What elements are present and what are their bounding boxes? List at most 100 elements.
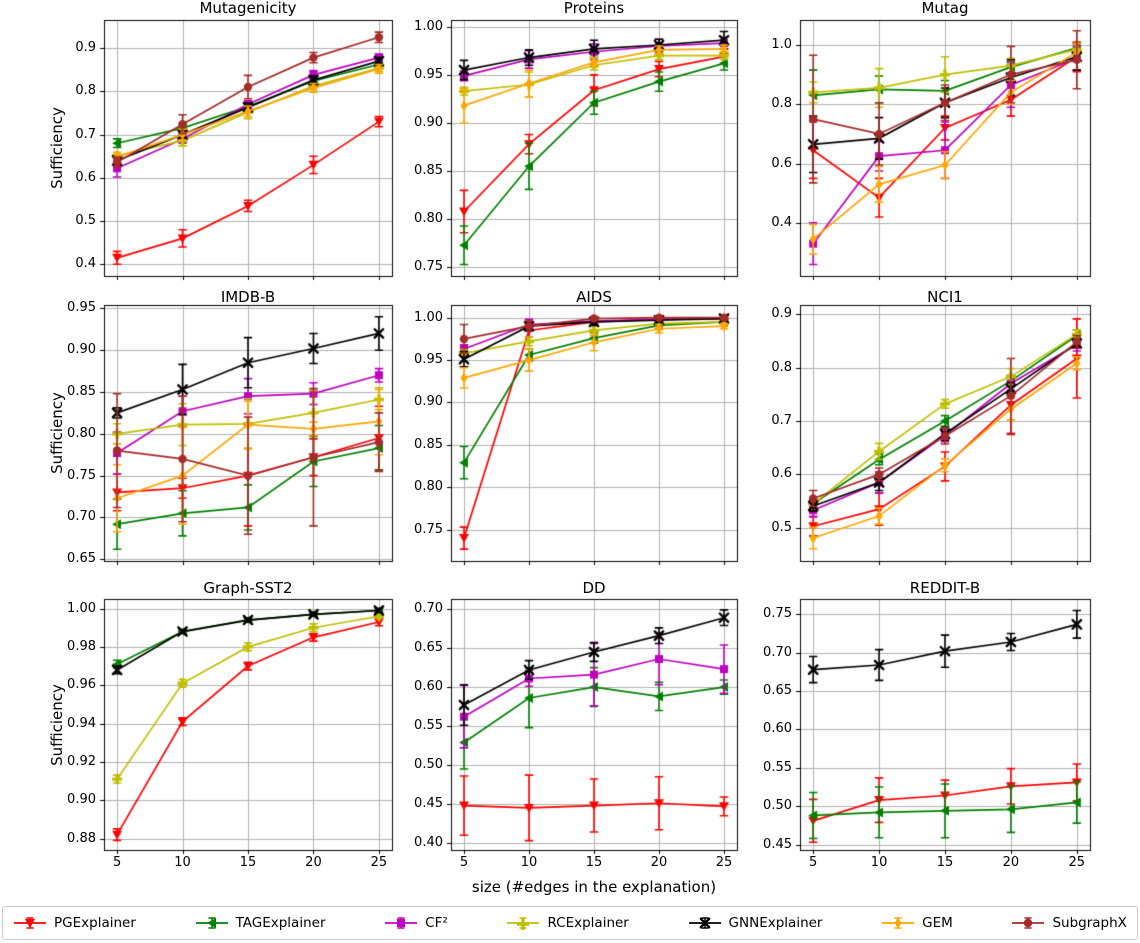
y-tick-label: 0.8: [771, 359, 792, 375]
y-tick-label: 0.90: [414, 394, 443, 410]
y-tick-label: 0.95: [67, 300, 96, 316]
subplot-title: NCI1: [927, 288, 963, 306]
tagexplainer-legend-marker-icon: [195, 917, 228, 929]
y-tick-label: 0.4: [771, 214, 792, 230]
x-tick-label: 10: [870, 855, 888, 870]
subplot-title: Proteins: [563, 0, 625, 17]
y-tick-label: 0.70: [763, 644, 792, 660]
legend-item-subgraphx: SubgraphX: [1011, 915, 1127, 931]
x-tick-label: 10: [520, 855, 538, 870]
y-tick-label: 0.6: [771, 155, 792, 171]
y-tick-label: 1.00: [67, 600, 96, 616]
y-tick-label: 0.4: [75, 256, 96, 272]
y-tick-label: 0.80: [414, 479, 443, 495]
y-tick-label: 0.75: [414, 259, 443, 275]
y-tick-label: 0.50: [414, 757, 443, 773]
y-axis-label: Sufficiency: [48, 683, 66, 766]
subgraphx-legend-marker-icon: [1012, 917, 1045, 929]
y-tick-label: 0.94: [67, 715, 96, 731]
y-tick-label: 0.8: [771, 96, 792, 112]
legend-label: TAGExplainer: [235, 915, 326, 931]
y-tick-label: 0.6: [75, 169, 96, 185]
legend-item-gem: GEM: [881, 915, 953, 931]
y-tick-label: 0.60: [414, 679, 443, 695]
rcexplainer-legend-marker-icon: [507, 917, 540, 930]
x-tick-label: 10: [174, 855, 191, 870]
x-tick-label: 25: [1068, 855, 1086, 870]
subplot-title: AIDS: [576, 288, 612, 306]
y-tick-label: 0.5: [771, 519, 792, 535]
legend-label: GEM: [922, 915, 953, 931]
y-tick-label: 0.75: [414, 521, 443, 537]
x-tick-label: 20: [650, 855, 668, 870]
y-tick-label: 0.90: [67, 792, 96, 808]
subplot-title: REDDIT-B: [909, 579, 981, 597]
subplot-title: Mutagenicity: [199, 0, 297, 17]
x-tick-label: 20: [305, 855, 322, 870]
y-tick-label: 1.0: [771, 36, 792, 52]
subplot-title: DD: [582, 579, 606, 597]
x-tick-label: 5: [809, 855, 818, 870]
y-tick-label: 0.95: [414, 66, 443, 82]
gnnexplainer-legend-marker-icon: [688, 917, 721, 929]
y-tick-label: 0.55: [763, 759, 792, 775]
x-tick-label: 5: [112, 855, 122, 870]
x-tick-label: 25: [370, 855, 388, 870]
legend-item-pgexplainer: PGExplainer: [13, 915, 136, 931]
legend-label: RCExplainer: [547, 915, 629, 931]
y-tick-label: 0.40: [414, 834, 443, 850]
y-tick-label: 0.5: [75, 213, 96, 229]
y-tick-label: 0.88: [67, 830, 96, 846]
y-axis-label: Sufficiency: [48, 107, 66, 189]
x-tick-label: 5: [459, 855, 469, 870]
y-tick-label: 0.9: [771, 306, 792, 322]
y-tick-label: 0.98: [67, 638, 96, 654]
legend-item-gnnexplainer: GNNExplainer: [688, 915, 823, 931]
y-tick-label: 0.85: [67, 384, 96, 399]
y-tick-label: 0.75: [67, 467, 96, 483]
legend-item-tagexplainer: TAGExplainer: [195, 915, 326, 931]
gem-legend-marker-icon: [882, 917, 915, 929]
y-tick-label: 0.6: [771, 466, 792, 482]
y-tick-label: 0.45: [763, 836, 792, 852]
x-tick-label: 15: [239, 855, 257, 870]
legend-label: SubgraphX: [1052, 915, 1127, 931]
pgexplainer-legend-marker-icon: [14, 917, 46, 929]
y-tick-label: 0.70: [414, 601, 443, 617]
y-tick-label: 0.9: [75, 40, 96, 56]
y-tick-label: 1.00: [414, 309, 443, 325]
legend-label: GNNExplainer: [728, 915, 823, 931]
y-tick-label: 0.70: [67, 509, 96, 525]
y-tick-label: 0.8: [75, 83, 96, 99]
y-tick-label: 0.65: [414, 640, 443, 656]
cf-legend-marker-icon: [385, 917, 418, 929]
legend-item-rcexplainer: RCExplainer: [506, 915, 629, 931]
y-tick-label: 0.92: [67, 753, 96, 769]
y-tick-label: 0.65: [67, 551, 96, 567]
subplot-title: Graph-SST2: [203, 579, 293, 597]
subplot-title: Mutag: [921, 0, 969, 17]
subplot-title: IMDB-B: [220, 288, 276, 306]
y-tick-label: 0.50: [763, 798, 792, 814]
x-tick-label: 25: [715, 855, 733, 870]
x-axis-label: size (#edges in the explanation): [471, 878, 717, 896]
y-tick-label: 0.80: [414, 211, 443, 227]
y-tick-label: 0.95: [414, 352, 443, 368]
y-tick-label: 0.7: [771, 412, 792, 428]
y-tick-label: 0.55: [414, 718, 443, 734]
y-tick-label: 0.80: [67, 425, 96, 441]
y-axis-label: Sufficiency: [48, 392, 66, 474]
legend-item-cf: CF²: [384, 915, 448, 931]
y-tick-label: 0.85: [414, 436, 443, 452]
legend-label: CF²: [425, 915, 448, 931]
x-tick-label: 20: [1002, 855, 1020, 870]
y-tick-label: 0.90: [67, 342, 96, 358]
x-tick-label: 15: [585, 855, 603, 870]
y-tick-label: 0.45: [414, 796, 443, 811]
y-tick-label: 1.00: [414, 18, 443, 34]
y-tick-label: 0.65: [763, 683, 792, 699]
y-tick-label: 0.90: [414, 114, 443, 130]
y-tick-label: 0.75: [763, 606, 792, 622]
